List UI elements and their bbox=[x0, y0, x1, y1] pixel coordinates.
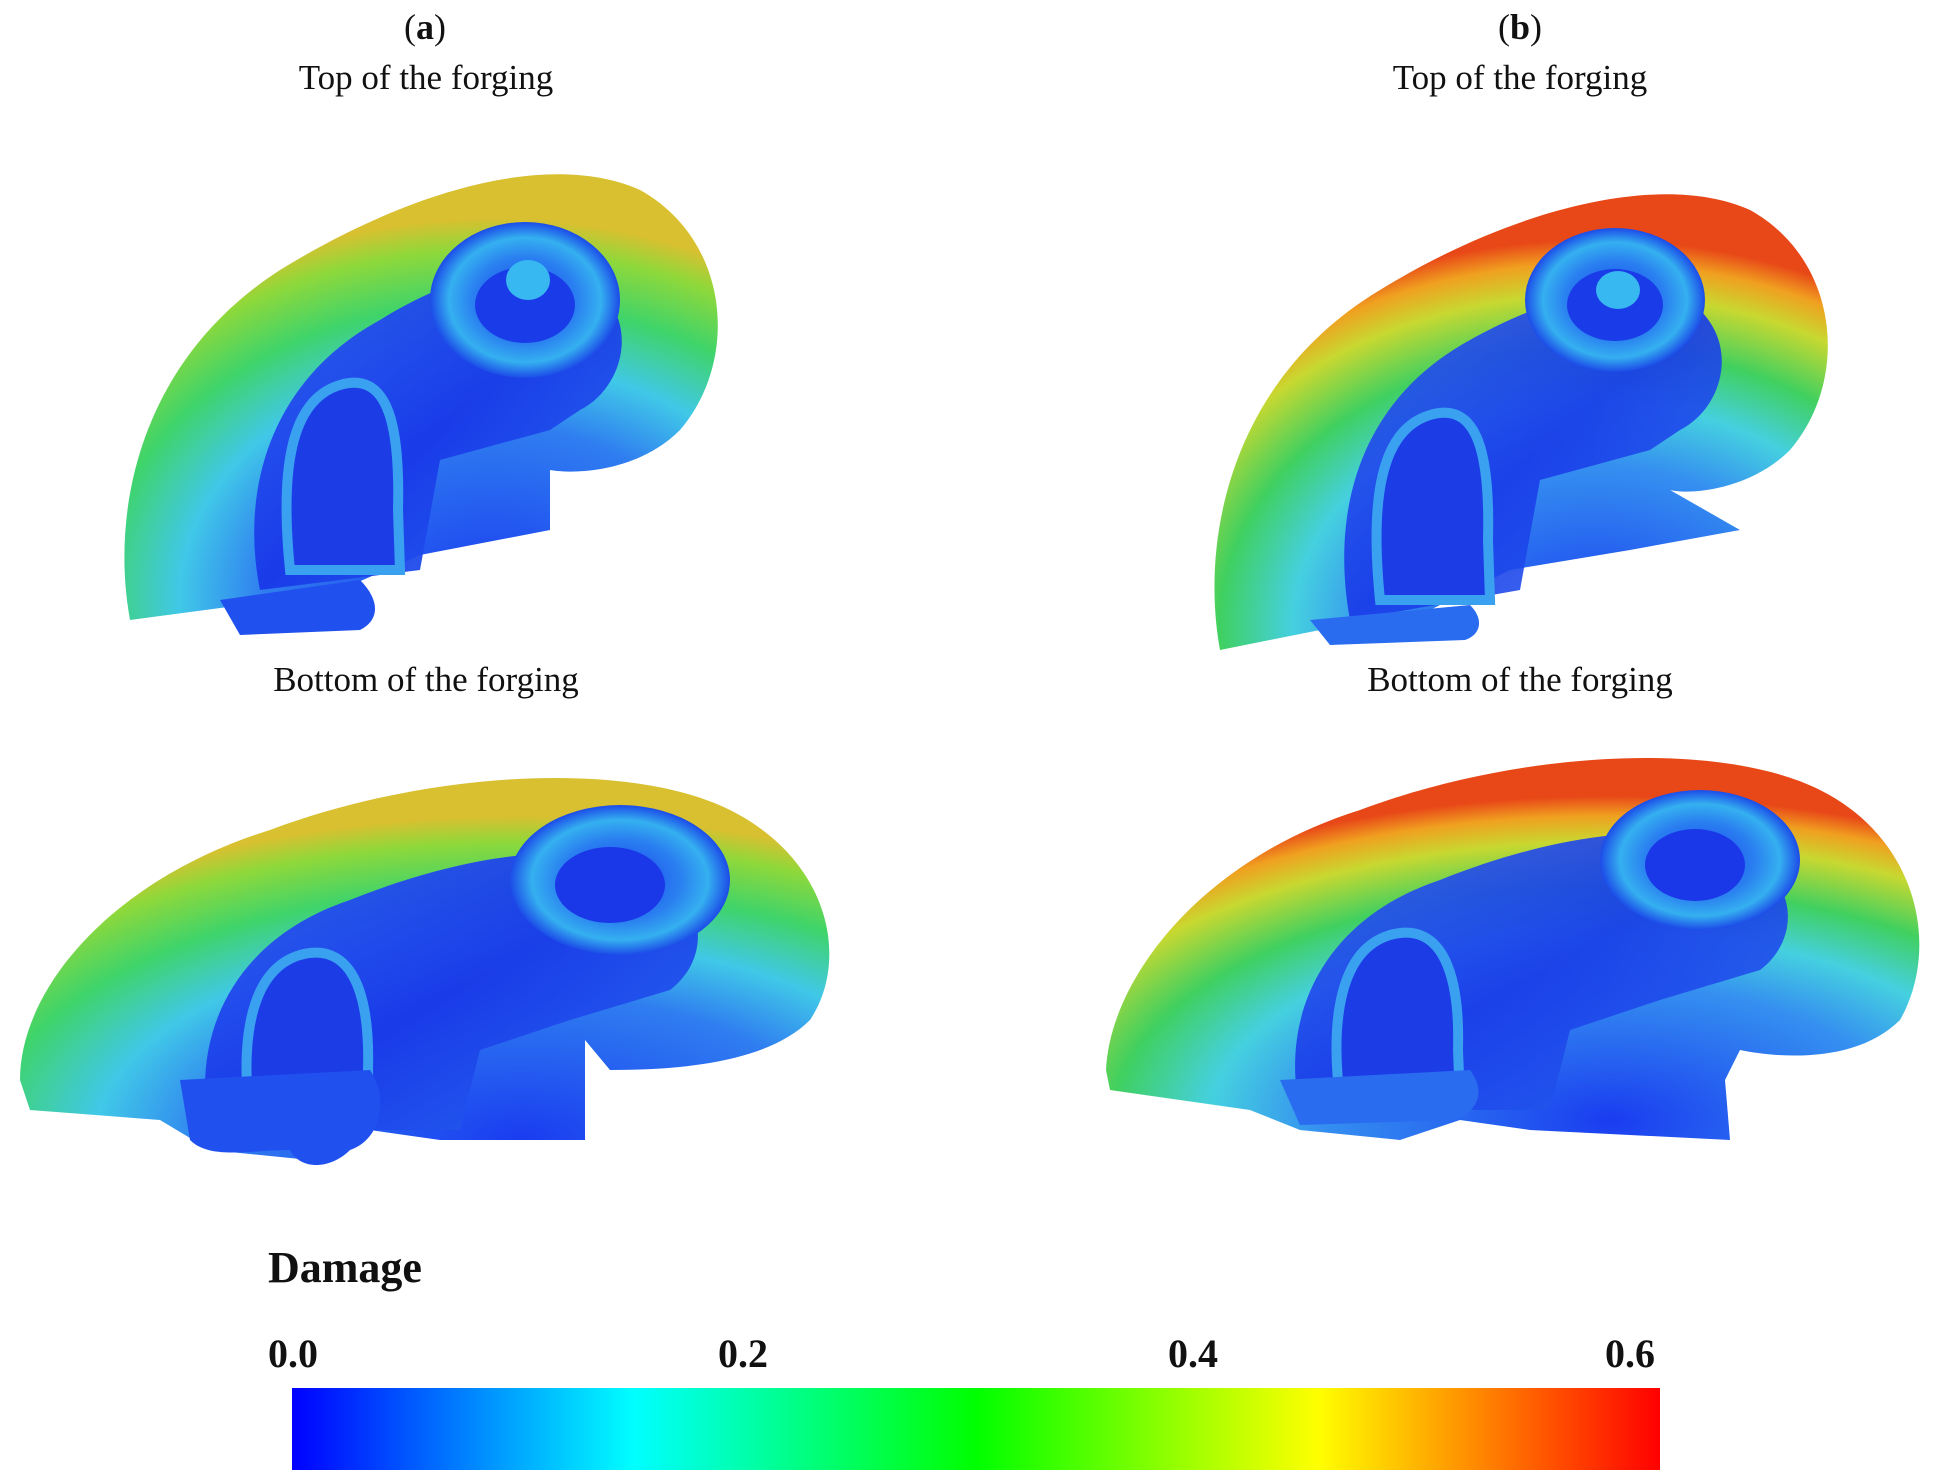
panel-b-bottom-caption: Bottom of the forging bbox=[1367, 660, 1673, 699]
panel-a-top-caption: Top of the forging bbox=[298, 58, 554, 97]
legend-tick-1: 0.2 bbox=[718, 1331, 768, 1376]
forging-a-top-render bbox=[124, 174, 718, 635]
forging-b-bottom-render bbox=[1106, 757, 1920, 1140]
damage-colorbar bbox=[292, 1388, 1660, 1470]
legend-tick-0: 0.0 bbox=[268, 1331, 318, 1376]
forging-a-bottom-render bbox=[20, 777, 830, 1165]
panel-a-bottom-caption: Bottom of the forging bbox=[273, 660, 579, 699]
panel-b-label: (b) bbox=[1497, 7, 1543, 47]
legend-tick-3: 0.6 bbox=[1605, 1331, 1655, 1376]
forging-b-top-render bbox=[1214, 194, 1828, 650]
panel-b-top-caption: Top of the forging bbox=[1392, 58, 1648, 97]
legend-tick-2: 0.4 bbox=[1168, 1331, 1218, 1376]
legend-title: Damage bbox=[268, 1243, 422, 1292]
panel-a-label: (a) bbox=[404, 7, 446, 47]
